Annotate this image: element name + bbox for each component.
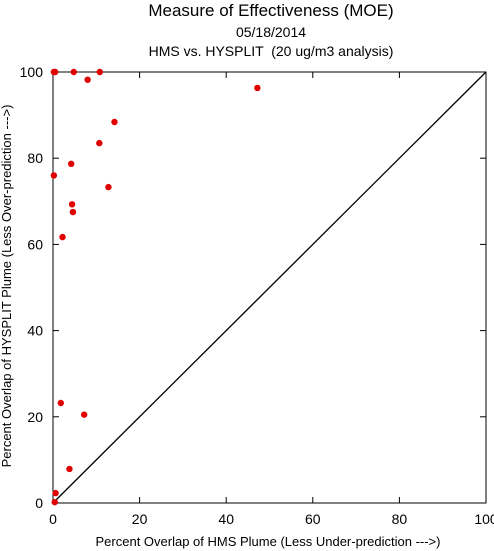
data-point bbox=[70, 68, 77, 76]
x-tick-label: 80 bbox=[392, 511, 408, 527]
data-point bbox=[66, 465, 73, 473]
y-axis-label: Percent Overlap of HYSPLIT Plume (Less O… bbox=[0, 105, 14, 468]
x-tick-label: 60 bbox=[305, 511, 321, 527]
data-point bbox=[254, 84, 261, 92]
data-point bbox=[96, 139, 103, 147]
chart-subtitle-analysis: HMS vs. HYSPLIT (20 ug/m3 analysis) bbox=[149, 43, 394, 59]
y-tick-label: 80 bbox=[27, 150, 43, 166]
data-point bbox=[68, 201, 76, 208]
data-point bbox=[96, 68, 103, 76]
x-tick-label: 20 bbox=[132, 511, 148, 527]
y-tick-label: 40 bbox=[27, 323, 43, 339]
y-tick-label: 0 bbox=[35, 495, 43, 511]
data-point bbox=[111, 118, 118, 126]
y-axis-ticks: 0 20 40 60 80 100 bbox=[20, 64, 486, 511]
x-tick-label: 100 bbox=[474, 511, 494, 527]
data-point bbox=[80, 411, 88, 418]
x-axis-ticks: 0 20 40 60 80 100 bbox=[49, 72, 494, 527]
data-point bbox=[52, 489, 59, 497]
chart-subtitle-date: 05/18/2014 bbox=[236, 24, 306, 40]
data-point bbox=[57, 399, 64, 407]
chart-title: Measure of Effectiveness (MOE) bbox=[148, 1, 393, 20]
data-points bbox=[50, 68, 261, 506]
x-axis-label: Percent Overlap of HMS Plume (Less Under… bbox=[96, 534, 441, 549]
data-point bbox=[51, 498, 58, 506]
x-tick-label: 0 bbox=[49, 511, 57, 527]
data-point bbox=[50, 172, 58, 179]
y-tick-label: 20 bbox=[27, 409, 43, 425]
data-point bbox=[51, 68, 59, 76]
one-to-one-reference-line bbox=[52, 71, 487, 504]
plot-frame bbox=[52, 71, 487, 504]
y-tick-label: 60 bbox=[27, 236, 43, 252]
data-point bbox=[84, 76, 91, 83]
data-point bbox=[59, 233, 66, 241]
x-tick-label: 40 bbox=[218, 511, 234, 527]
data-point bbox=[69, 208, 77, 216]
data-point bbox=[105, 183, 112, 191]
data-point bbox=[67, 160, 75, 168]
y-tick-label: 100 bbox=[20, 64, 44, 80]
